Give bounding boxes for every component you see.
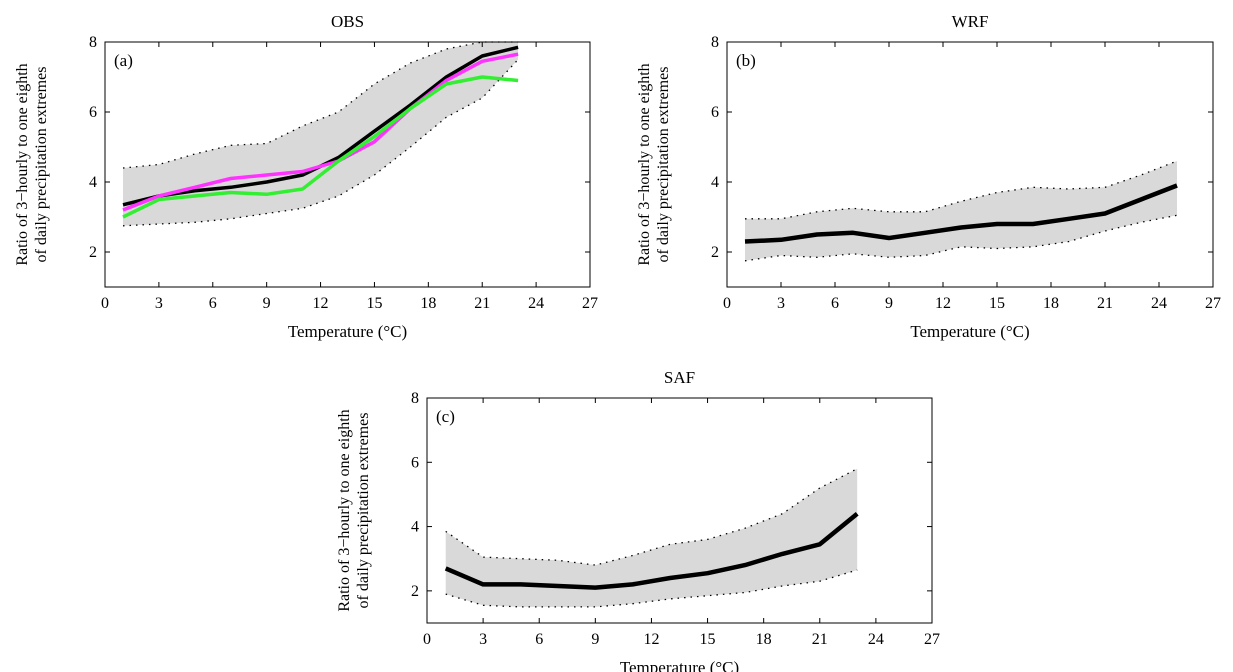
- y-axis-label-line-1: Ratio of 3−hourly to one eighth: [14, 63, 31, 265]
- y-axis-label-line-1: Ratio of 3−hourly to one eighth: [636, 63, 653, 265]
- y-tick-label: 8: [711, 34, 719, 51]
- y-tick-label: 8: [89, 34, 97, 51]
- y-tick-label: 4: [711, 174, 719, 191]
- panel-title: WRF: [952, 12, 989, 31]
- band-lower-dotted-line: [445, 569, 858, 608]
- y-tick-label: 2: [89, 244, 97, 261]
- x-tick-label: 27: [1205, 295, 1221, 312]
- plot-frame: [104, 41, 591, 288]
- x-tick-label: 9: [591, 631, 599, 648]
- x-tick-label: 24: [868, 631, 884, 648]
- x-tick-label: 21: [474, 295, 490, 312]
- x-tick-label: 3: [777, 295, 785, 312]
- x-tick-label: 24: [1151, 295, 1167, 312]
- x-tick-label: 6: [535, 631, 543, 648]
- y-tick-label: 6: [711, 104, 719, 121]
- band-upper-dotted-line: [745, 160, 1178, 220]
- x-tick-label: 15: [366, 295, 382, 312]
- x-tick-label: 18: [420, 295, 436, 312]
- series-line-0: [744, 183, 1178, 244]
- x-tick-label: 27: [924, 631, 940, 648]
- y-tick-label: 6: [89, 104, 97, 121]
- x-tick-label: 24: [528, 295, 544, 312]
- x-tick-label: 21: [812, 631, 828, 648]
- x-tick-label: 0: [723, 295, 731, 312]
- x-tick-label: 12: [313, 295, 329, 312]
- series-line-2: [122, 75, 519, 219]
- band-lower-dotted-line: [744, 214, 1178, 262]
- panel-label: (a): [114, 51, 133, 70]
- x-tick-label: 27: [582, 295, 598, 312]
- x-tick-label: 15: [700, 631, 716, 648]
- plot-frame: [726, 41, 1214, 288]
- panel-title: OBS: [331, 12, 364, 31]
- x-tick-label: 6: [209, 295, 217, 312]
- y-axis-label-line-1: Ratio of 3−hourly to one eighth: [336, 409, 353, 611]
- band-lower-dotted-line: [122, 59, 519, 227]
- x-tick-label: 3: [479, 631, 487, 648]
- y-tick-label: 4: [411, 519, 419, 536]
- x-tick-label: 15: [989, 295, 1005, 312]
- x-tick-label: 9: [263, 295, 271, 312]
- panel-title: SAF: [664, 368, 695, 387]
- x-tick-label: 0: [101, 295, 109, 312]
- y-axis-label-line-2: of daily precipitation extremes: [655, 67, 672, 263]
- y-tick-label: 8: [411, 390, 419, 407]
- spread-band: [745, 161, 1177, 261]
- plot-frame: [426, 397, 933, 624]
- x-tick-label: 9: [885, 295, 893, 312]
- x-axis-label: Temperature (°C): [910, 322, 1029, 341]
- x-tick-label: 18: [756, 631, 772, 648]
- y-tick-label: 2: [411, 583, 419, 600]
- y-axis-label-line-2: of daily precipitation extremes: [355, 413, 372, 609]
- panel-label: (b): [736, 51, 756, 70]
- x-tick-label: 12: [643, 631, 659, 648]
- x-axis-label: Temperature (°C): [288, 322, 407, 341]
- series-line-0: [444, 511, 859, 590]
- x-tick-label: 3: [155, 295, 163, 312]
- spread-band: [445, 468, 858, 607]
- panel-label: (c): [436, 407, 455, 426]
- x-tick-label: 18: [1043, 295, 1059, 312]
- x-tick-label: 0: [423, 631, 431, 648]
- x-axis-label: Temperature (°C): [620, 658, 739, 672]
- y-tick-label: 4: [89, 174, 97, 191]
- series-line-1: [122, 52, 519, 212]
- y-tick-label: 6: [411, 454, 419, 471]
- x-tick-label: 6: [831, 295, 839, 312]
- y-axis-label-line-2: of daily precipitation extremes: [33, 67, 50, 263]
- x-tick-label: 12: [935, 295, 951, 312]
- y-tick-label: 2: [711, 244, 719, 261]
- x-tick-label: 21: [1097, 295, 1113, 312]
